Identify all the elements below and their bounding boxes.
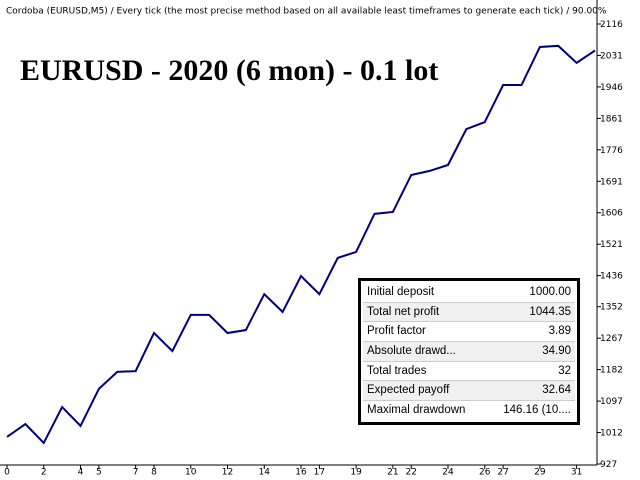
stat-value: 1000.00 (529, 286, 571, 298)
y-tick-label: 1012 (600, 429, 623, 439)
x-tick-label: 16 (295, 468, 307, 478)
x-tick-label: 29 (534, 468, 546, 478)
y-tick-label: 1182 (600, 366, 623, 376)
x-tick-label: 19 (350, 468, 362, 478)
x-tick-label: 21 (387, 468, 398, 478)
stat-label: Initial deposit (367, 286, 435, 298)
stat-value: 146.16 (10.... (503, 404, 571, 417)
y-tick-label: 1521 (600, 240, 623, 250)
y-tick-label: 2031 (600, 51, 623, 61)
x-tick-label: 0 (4, 468, 10, 478)
x-tick-label: 8 (151, 468, 157, 478)
x-tick-label: 2 (41, 468, 47, 478)
stat-value: 1044.35 (529, 305, 571, 318)
x-tick-label: 12 (222, 468, 233, 478)
x-tick-label: 17 (314, 468, 325, 478)
x-tick-label: 31 (571, 468, 582, 478)
stat-value: 32.64 (542, 384, 571, 397)
x-tick-label: 26 (479, 468, 491, 478)
stat-label: Total net profit (367, 305, 440, 318)
x-tick-label: 22 (406, 468, 417, 478)
stats-row: Total trades 32 (363, 362, 575, 382)
x-tick-label: 5 (96, 468, 102, 478)
y-tick-label: 1352 (600, 303, 623, 313)
y-tick-label: 1691 (600, 177, 623, 187)
stat-label: Absolute drawd... (367, 345, 456, 358)
stats-row: Profit factor 3.89 (363, 322, 575, 343)
stats-row: Expected payoff 32.64 (363, 381, 575, 402)
balance-line (6, 44, 596, 445)
y-tick-label: 1606 (600, 209, 623, 219)
x-tick-label: 27 (497, 468, 508, 478)
y-tick-label: 1946 (600, 83, 623, 93)
y-tick-label: 1861 (600, 114, 623, 124)
x-tick-label: 10 (185, 468, 197, 478)
x-tick-label: 7 (133, 468, 139, 478)
stats-row: Total net profit 1044.35 (363, 302, 575, 323)
stat-value: 32 (558, 364, 571, 377)
chart-title: Cordoba (EURUSD,M5) / Every tick (the mo… (6, 7, 607, 17)
y-tick-label: 927 (600, 460, 617, 470)
x-tick-label: 14 (259, 468, 271, 478)
stat-value: 3.89 (548, 325, 571, 338)
stat-label: Total trades (367, 364, 427, 377)
stats-row: Maximal drawdown 146.16 (10.... (363, 401, 575, 420)
stat-label: Maximal drawdown (367, 404, 466, 417)
stat-label: Profit factor (367, 325, 426, 338)
y-tick-label: 1097 (600, 397, 623, 407)
y-tick-label: 1776 (600, 146, 623, 156)
stats-table: Initial deposit 1000.00 Total net profit 10… (358, 278, 580, 425)
stats-row: Absolute drawd... 34.90 (363, 342, 575, 362)
y-tick-label: 1436 (600, 272, 623, 282)
stat-value: 34.90 (542, 345, 571, 358)
y-tick-label: 2116 (600, 20, 623, 30)
annotation: EURUSD - 2020 (6 mon) - 0.1 lot (20, 54, 438, 87)
y-tick-label: 1267 (600, 334, 623, 344)
x-tick-label: 4 (78, 468, 84, 478)
stat-label: Expected payoff (367, 384, 450, 397)
x-tick-label: 24 (442, 468, 454, 478)
stats-row: Initial deposit 1000.00 (363, 283, 575, 303)
